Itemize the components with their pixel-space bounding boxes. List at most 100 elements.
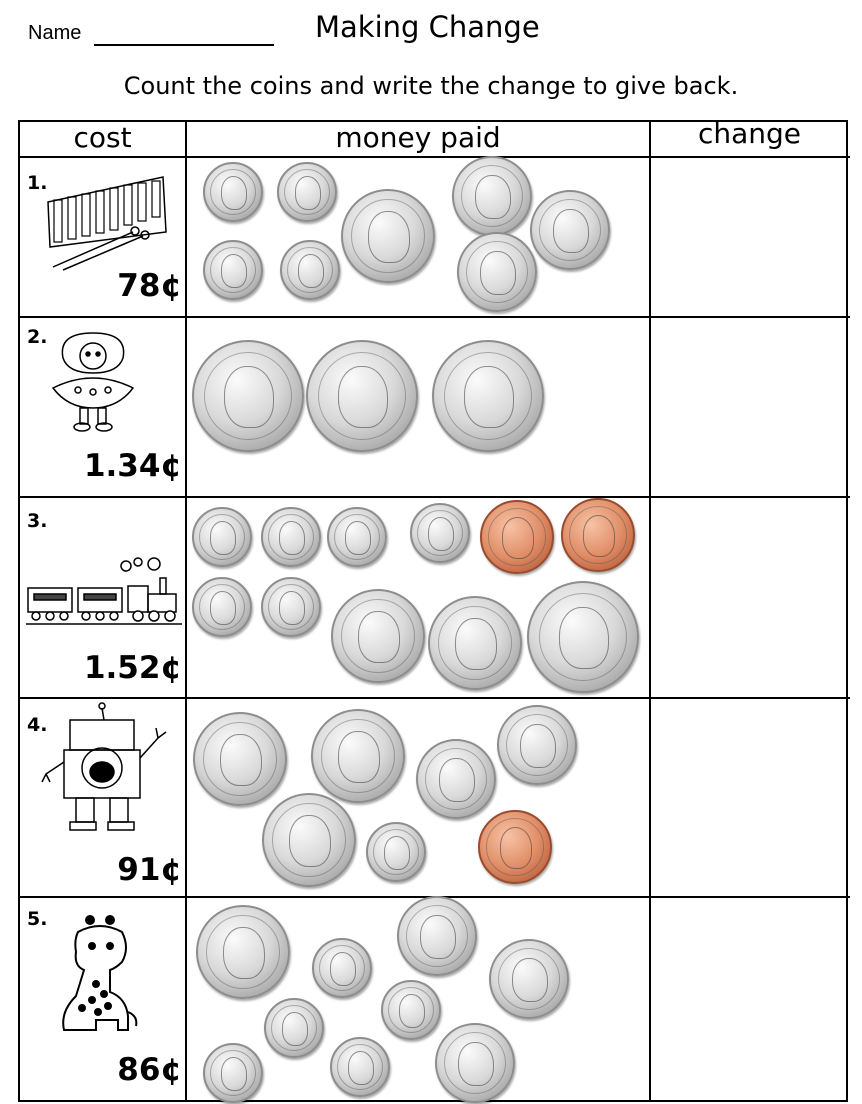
coin-portrait bbox=[329, 952, 357, 986]
coin-portrait bbox=[281, 1012, 309, 1046]
quarter-coin bbox=[428, 596, 522, 690]
coin-rim bbox=[373, 829, 419, 875]
coin-rim bbox=[199, 584, 245, 630]
dime-coin bbox=[280, 240, 340, 300]
nickel-coin bbox=[397, 896, 477, 976]
dime-coin bbox=[312, 938, 372, 998]
coin-rim bbox=[405, 904, 469, 968]
coin-rim bbox=[505, 713, 569, 777]
nickel-coin bbox=[457, 232, 537, 312]
worksheet-title: Making Change bbox=[315, 10, 540, 44]
coin-portrait bbox=[499, 827, 533, 869]
coin-rim bbox=[203, 722, 277, 796]
dime-coin bbox=[192, 577, 252, 637]
dime-coin bbox=[277, 162, 337, 222]
header-cost: cost bbox=[73, 121, 132, 154]
coin-portrait bbox=[358, 610, 400, 664]
coin-portrait bbox=[209, 521, 237, 555]
dime-coin bbox=[203, 162, 263, 222]
coin-rim bbox=[460, 164, 524, 228]
coin-rim bbox=[465, 240, 529, 304]
name-label: Name bbox=[28, 22, 82, 44]
coin-rim bbox=[287, 247, 333, 293]
name-field[interactable] bbox=[94, 44, 274, 46]
row-number: 1. bbox=[27, 172, 48, 194]
coin-rim bbox=[417, 510, 463, 556]
coin-rim bbox=[438, 606, 512, 680]
row-divider bbox=[18, 156, 850, 158]
coin-portrait bbox=[398, 994, 426, 1028]
coin-rim bbox=[199, 514, 245, 560]
coin-portrait bbox=[338, 730, 380, 784]
nickel-coin bbox=[452, 156, 532, 236]
coin-rim bbox=[388, 987, 434, 1033]
coin-rim bbox=[210, 1050, 256, 1096]
coin-portrait bbox=[278, 591, 306, 625]
header-change: change bbox=[697, 117, 802, 150]
coin-portrait bbox=[294, 176, 322, 210]
item-price: 86¢ bbox=[117, 1052, 182, 1088]
coin-portrait bbox=[501, 517, 535, 559]
coin-rim bbox=[443, 351, 533, 441]
coin-portrait bbox=[464, 365, 514, 429]
nickel-coin bbox=[416, 739, 496, 819]
coin-rim bbox=[497, 947, 561, 1011]
giraffe-image bbox=[62, 915, 138, 1031]
row-number: 5. bbox=[27, 908, 48, 930]
coin-portrait bbox=[520, 723, 556, 769]
nickel-coin bbox=[489, 939, 569, 1019]
row-divider bbox=[18, 316, 850, 318]
coin-portrait bbox=[475, 174, 511, 220]
coin-rim bbox=[271, 1005, 317, 1051]
item-price: 1.34¢ bbox=[83, 448, 182, 484]
dime-coin bbox=[261, 507, 321, 567]
dime-coin bbox=[203, 1043, 263, 1103]
coin-portrait bbox=[439, 757, 475, 803]
row-divider bbox=[18, 697, 850, 699]
nickel-coin bbox=[530, 190, 610, 270]
coin-rim bbox=[272, 803, 346, 877]
dime-coin bbox=[327, 507, 387, 567]
half-dollar-coin bbox=[432, 340, 544, 452]
robot-image bbox=[41, 702, 167, 831]
train-image bbox=[26, 557, 182, 625]
coin-rim bbox=[203, 351, 293, 441]
coin-rim bbox=[486, 818, 544, 876]
half-dollar-coin bbox=[192, 340, 304, 452]
coin-portrait bbox=[220, 1057, 248, 1091]
coin-portrait bbox=[420, 914, 456, 960]
nickel-coin bbox=[435, 1023, 515, 1103]
coin-portrait bbox=[480, 250, 516, 296]
coin-portrait bbox=[512, 957, 548, 1003]
coin-rim bbox=[341, 599, 415, 673]
coin-rim bbox=[351, 199, 425, 273]
dime-coin bbox=[261, 577, 321, 637]
penny-coin bbox=[478, 810, 552, 884]
column-divider bbox=[185, 120, 187, 1102]
coin-rim bbox=[268, 514, 314, 560]
penny-coin bbox=[480, 500, 554, 574]
dime-coin bbox=[192, 507, 252, 567]
row-divider bbox=[18, 496, 850, 498]
coin-portrait bbox=[297, 254, 325, 288]
instructions: Count the coins and write the change to … bbox=[123, 72, 739, 100]
xylophone-image bbox=[47, 176, 167, 271]
quarter-coin bbox=[311, 709, 405, 803]
coin-portrait bbox=[553, 208, 589, 254]
coin-portrait bbox=[582, 515, 616, 557]
quarter-coin bbox=[193, 712, 287, 806]
header-money-paid: money paid bbox=[335, 121, 501, 154]
coin-portrait bbox=[224, 365, 274, 429]
coin-rim bbox=[268, 584, 314, 630]
coin-portrait bbox=[458, 1041, 494, 1087]
coin-rim bbox=[424, 747, 488, 811]
row-number: 2. bbox=[27, 326, 48, 348]
dime-coin bbox=[330, 1037, 390, 1097]
quarter-coin bbox=[331, 589, 425, 683]
item-price: 1.52¢ bbox=[83, 650, 182, 686]
coin-portrait bbox=[278, 521, 306, 555]
coin-portrait bbox=[383, 836, 411, 870]
item-price: 91¢ bbox=[117, 852, 182, 888]
coin-rim bbox=[317, 351, 407, 441]
quarter-coin bbox=[196, 905, 290, 999]
